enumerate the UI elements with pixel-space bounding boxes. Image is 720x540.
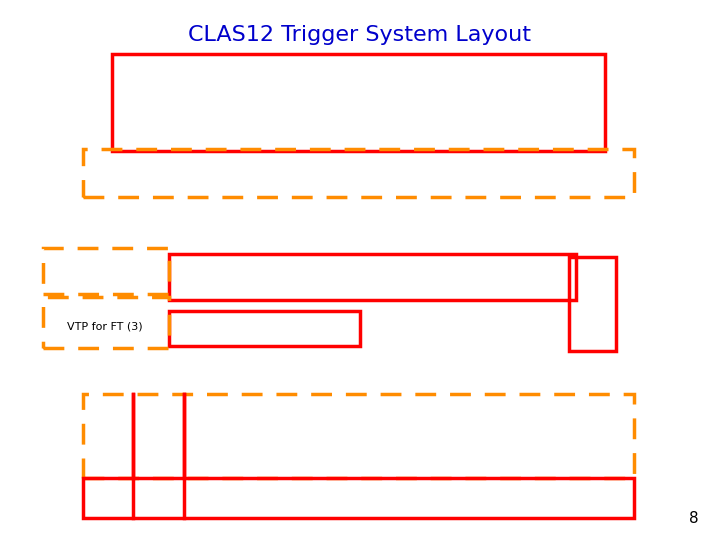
Bar xyxy=(43,297,169,348)
Text: CLAS12 Trigger System Layout: CLAS12 Trigger System Layout xyxy=(189,25,531,45)
Bar xyxy=(43,248,169,294)
Bar xyxy=(83,394,634,478)
Text: 8: 8 xyxy=(689,511,698,526)
Bar xyxy=(83,148,634,197)
Text: VTP for FT (3): VTP for FT (3) xyxy=(66,322,143,332)
